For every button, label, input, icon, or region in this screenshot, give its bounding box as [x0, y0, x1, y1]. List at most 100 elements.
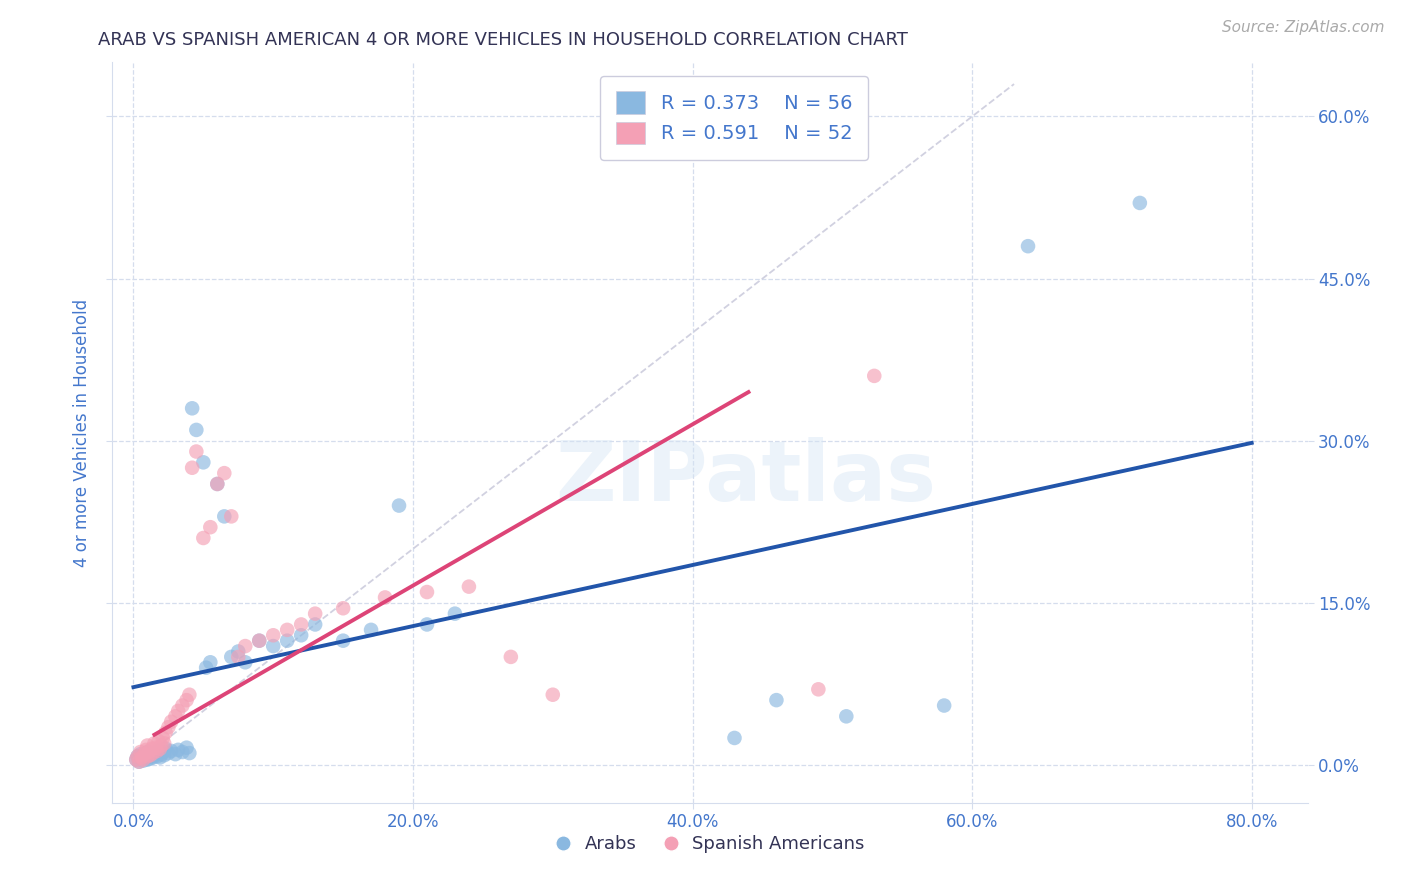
Point — [132, 753, 155, 767]
Point — [150, 747, 173, 761]
Point — [160, 744, 183, 758]
Y-axis label: 4 or more Vehicles in Household: 4 or more Vehicles in Household — [73, 299, 91, 566]
Point — [138, 749, 160, 764]
Point — [374, 591, 396, 605]
Point — [179, 746, 201, 760]
Point — [290, 617, 312, 632]
Point — [155, 741, 177, 756]
Point — [152, 745, 174, 759]
Point — [226, 644, 249, 658]
Point — [181, 460, 204, 475]
Point — [863, 368, 886, 383]
Point — [149, 741, 172, 756]
Point — [136, 739, 159, 753]
Point — [499, 649, 522, 664]
Point — [167, 743, 190, 757]
Point — [145, 740, 167, 755]
Point — [125, 753, 148, 767]
Point — [1129, 196, 1152, 211]
Point — [262, 628, 284, 642]
Point — [934, 698, 956, 713]
Point — [181, 401, 204, 416]
Point — [145, 746, 167, 760]
Point — [125, 753, 148, 767]
Point — [332, 633, 354, 648]
Point — [150, 739, 173, 753]
Point — [132, 754, 155, 768]
Point — [165, 747, 187, 761]
Point — [129, 745, 152, 759]
Point — [193, 455, 215, 469]
Point — [153, 736, 176, 750]
Point — [155, 725, 177, 739]
Point — [146, 744, 169, 758]
Point — [172, 698, 194, 713]
Point — [152, 731, 174, 745]
Point — [247, 633, 270, 648]
Point — [141, 741, 163, 756]
Point — [226, 649, 249, 664]
Point — [458, 580, 481, 594]
Point — [134, 747, 156, 761]
Point — [1017, 239, 1039, 253]
Point — [139, 748, 162, 763]
Point — [176, 693, 198, 707]
Point — [136, 753, 159, 767]
Point — [807, 682, 830, 697]
Point — [765, 693, 787, 707]
Point — [233, 655, 256, 669]
Point — [186, 444, 208, 458]
Point — [262, 639, 284, 653]
Point — [276, 633, 298, 648]
Point — [416, 585, 439, 599]
Point — [172, 745, 194, 759]
Point — [176, 740, 198, 755]
Point — [835, 709, 858, 723]
Point — [186, 423, 208, 437]
Point — [153, 748, 176, 763]
Point — [128, 755, 150, 769]
Point — [143, 736, 166, 750]
Point — [207, 477, 229, 491]
Point — [139, 751, 162, 765]
Point — [214, 509, 236, 524]
Point — [332, 601, 354, 615]
Point — [134, 750, 156, 764]
Point — [146, 749, 169, 764]
Point — [135, 748, 157, 763]
Point — [165, 709, 187, 723]
Point — [138, 745, 160, 759]
Point — [416, 617, 439, 632]
Point — [157, 720, 180, 734]
Point — [167, 704, 190, 718]
Point — [221, 509, 243, 524]
Point — [143, 748, 166, 763]
Point — [195, 661, 218, 675]
Text: ARAB VS SPANISH AMERICAN 4 OR MORE VEHICLES IN HOUSEHOLD CORRELATION CHART: ARAB VS SPANISH AMERICAN 4 OR MORE VEHIC… — [98, 31, 908, 49]
Point — [127, 749, 149, 764]
Point — [128, 755, 150, 769]
Point — [142, 746, 165, 760]
Point — [136, 749, 159, 764]
Legend: Arabs, Spanish Americans: Arabs, Spanish Americans — [548, 828, 872, 861]
Point — [388, 499, 411, 513]
Point — [723, 731, 745, 745]
Point — [444, 607, 467, 621]
Point — [160, 714, 183, 729]
Point — [360, 623, 382, 637]
Point — [157, 746, 180, 760]
Point — [149, 750, 172, 764]
Point — [129, 747, 152, 761]
Point — [141, 747, 163, 761]
Point — [304, 607, 326, 621]
Point — [304, 617, 326, 632]
Point — [200, 520, 222, 534]
Point — [148, 744, 170, 758]
Point — [233, 639, 256, 653]
Point — [127, 749, 149, 764]
Point — [290, 628, 312, 642]
Point — [221, 649, 243, 664]
Point — [193, 531, 215, 545]
Point — [214, 466, 236, 480]
Point — [148, 734, 170, 748]
